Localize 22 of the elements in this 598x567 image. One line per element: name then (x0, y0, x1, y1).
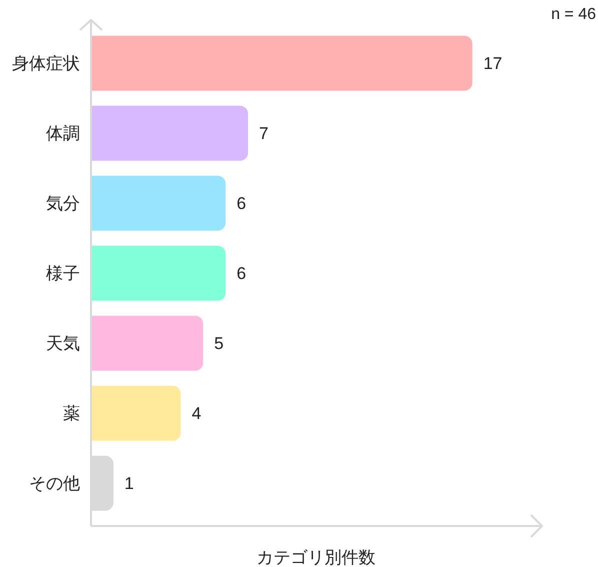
data-label: 4 (192, 404, 202, 424)
data-label: 7 (259, 124, 268, 144)
x-axis-title: カテゴリ別件数 (256, 548, 376, 567)
data-label: 17 (483, 54, 502, 74)
data-label: 6 (236, 264, 246, 284)
y-tick-label: 様子 (46, 264, 80, 284)
y-tick-label: 身体症状 (12, 54, 80, 74)
bar (91, 36, 472, 91)
y-tick-label: 体調 (46, 124, 80, 144)
bar (91, 386, 181, 441)
y-tick-label: 気分 (46, 194, 80, 214)
bar (91, 106, 248, 161)
bar (91, 316, 204, 371)
y-tick-label: その他 (29, 474, 80, 494)
bar (91, 246, 226, 301)
data-label: 1 (124, 474, 134, 494)
y-tick-label: 薬 (63, 404, 80, 424)
data-label: 5 (214, 334, 224, 354)
y-tick-label: 天気 (46, 334, 80, 354)
data-label: 6 (236, 194, 246, 214)
text: n = 46 (551, 6, 596, 24)
bar (91, 176, 226, 231)
